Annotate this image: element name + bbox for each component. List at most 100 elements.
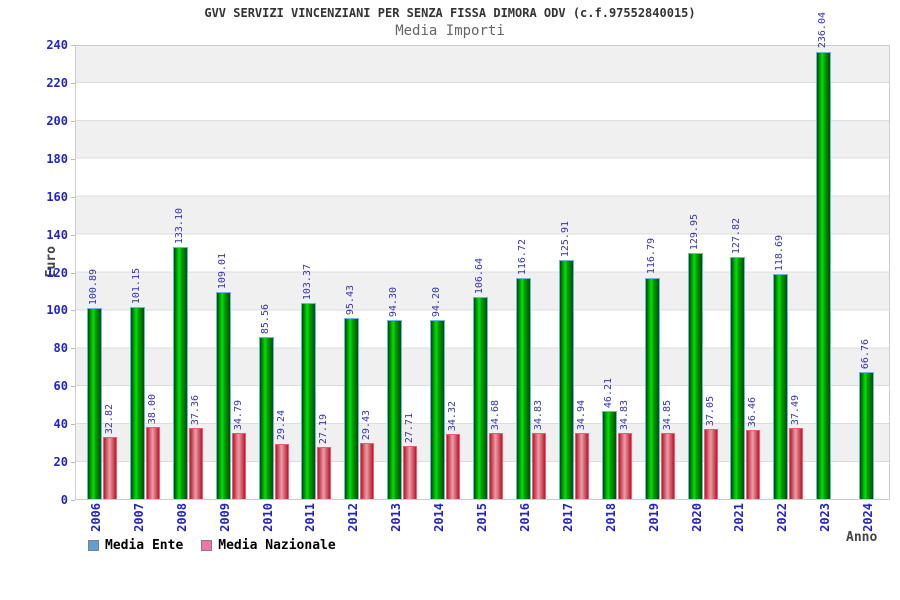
bar-value-label-media-nazionale-2006: 32.82 [104, 403, 115, 434]
x-axis-title: Anno [846, 530, 878, 545]
y-tick-label-60: 60 [53, 379, 68, 394]
year-group-2006: 100.89 32.82 [76, 46, 119, 499]
bar-media-nazionale-2016 [531, 432, 546, 499]
bar-value-label-media-ente-2014: 94.20 [431, 287, 443, 318]
bar-media-nazionale-2018 [617, 432, 632, 499]
bar-media-nazionale-2022 [789, 427, 804, 499]
y-tick-label-140: 140 [46, 227, 68, 242]
bar-value-label-media-ente-2022: 118.69 [774, 234, 786, 271]
x-tick-label-2011: 2011 [303, 503, 318, 532]
bar-value-label-media-ente-2021: 127.82 [731, 217, 743, 254]
bar-value-label-media-nazionale-2021: 36.46 [747, 396, 759, 427]
bar-media-nazionale-2007 [145, 426, 160, 499]
y-tick-label-220: 220 [46, 75, 68, 90]
bar-value-label-media-nazionale-2013: 27.71 [404, 413, 416, 444]
x-tick-label-2015: 2015 [475, 503, 490, 532]
year-group-2017: 125.91 34.94 [548, 46, 591, 499]
x-tick-label-2018: 2018 [603, 503, 618, 532]
legend-label-media-ente: Media Ente [105, 538, 184, 553]
legend-swatch-media-ente-icon [88, 540, 99, 551]
x-tick-label-2007: 2007 [131, 503, 146, 532]
bar-value-label-media-ente-2007: 101.15 [130, 268, 142, 305]
x-tick-label-2016: 2016 [517, 503, 532, 532]
bar-media-ente-2023 [816, 51, 832, 499]
x-tick-label-2006: 2006 [89, 503, 103, 532]
bar-media-ente-2013 [387, 320, 403, 499]
y-tick-label-100: 100 [46, 303, 68, 318]
bar-value-label-media-ente-2012: 95.43 [345, 284, 357, 316]
bar-media-ente-2021 [730, 256, 746, 499]
year-group-2019: 116.79 34.85 [634, 46, 677, 499]
bar-media-ente-2014 [430, 320, 446, 499]
y-tick-label-240: 240 [46, 38, 68, 52]
bar-value-label-media-nazionale-2018: 34.83 [618, 399, 630, 430]
x-tick-label-2014: 2014 [432, 503, 447, 532]
y-tick-mark [71, 500, 75, 501]
bar-media-ente-2008 [172, 246, 188, 499]
y-tick-label-180: 180 [46, 151, 68, 166]
bar-media-ente-2019 [644, 277, 660, 499]
y-tick-label-40: 40 [53, 417, 68, 432]
y-tick-label-200: 200 [46, 113, 68, 128]
bar-media-ente-2006 [87, 307, 102, 499]
bar-media-nazionale-2011 [317, 447, 332, 499]
chart-title: GVV SERVIZI VINCENZIANI PER SENZA FISSA … [204, 6, 696, 20]
bar-value-label-media-ente-2011: 103.37 [302, 263, 314, 301]
bar-value-label-media-ente-2010: 85.56 [259, 303, 271, 334]
y-tick-label-160: 160 [46, 189, 68, 204]
x-tick-label-2023: 2023 [818, 503, 833, 532]
bar-value-label-media-ente-2006: 100.89 [88, 268, 99, 305]
bar-media-ente-2010 [258, 336, 274, 499]
bar-value-label-media-nazionale-2012: 29.43 [361, 410, 373, 441]
bar-value-label-media-nazionale-2007: 38.00 [146, 393, 158, 424]
x-tick-label-2012: 2012 [346, 503, 361, 532]
bar-value-label-media-ente-2008: 133.10 [173, 207, 185, 244]
y-tick-label-80: 80 [53, 341, 68, 356]
y-tick-label-20: 20 [53, 455, 68, 470]
bar-media-ente-2016 [515, 277, 531, 499]
year-group-2007: 101.15 38.00 [119, 46, 162, 499]
x-tick-label-2008: 2008 [174, 503, 189, 532]
x-tick-label-2022: 2022 [775, 503, 790, 532]
x-tick-label-2024: 2024 [861, 503, 876, 532]
bar-value-label-media-nazionale-2009: 34.79 [232, 399, 244, 431]
year-group-2013: 94.30 27.71 [376, 46, 419, 499]
bar-value-label-media-nazionale-2022: 37.49 [790, 394, 802, 425]
bar-media-ente-2007 [129, 307, 145, 499]
legend: Media Ente Media Nazionale [88, 538, 336, 553]
bar-value-label-media-nazionale-2017: 34.94 [575, 399, 587, 430]
bar-value-label-media-ente-2015: 106.64 [474, 257, 486, 294]
x-tick-label-2021: 2021 [732, 503, 747, 532]
year-group-2010: 85.56 29.24 [248, 46, 291, 499]
year-group-2011: 103.37 27.19 [290, 46, 333, 499]
year-group-2016: 116.72 34.83 [505, 46, 548, 499]
bar-value-label-media-ente-2019: 116.79 [645, 238, 657, 275]
bar-media-ente-2011 [301, 303, 317, 499]
bar-media-nazionale-2017 [574, 432, 589, 499]
x-tick-label-2019: 2019 [646, 503, 661, 532]
bar-value-label-media-ente-2018: 46.21 [602, 378, 614, 409]
bar-media-ente-2020 [687, 252, 703, 499]
bar-value-label-media-nazionale-2020: 37.05 [704, 395, 716, 426]
year-group-2022: 118.69 37.49 [762, 46, 805, 499]
bar-value-label-media-nazionale-2010: 29.24 [275, 410, 287, 441]
bar-value-label-media-nazionale-2014: 34.32 [447, 400, 459, 431]
bar-media-ente-2017 [558, 260, 574, 499]
bar-media-nazionale-2020 [703, 428, 718, 499]
bar-media-nazionale-2010 [274, 443, 289, 499]
bar-media-nazionale-2021 [746, 429, 761, 499]
bar-media-nazionale-2014 [446, 433, 461, 499]
bar-value-label-media-nazionale-2019: 34.85 [661, 399, 673, 430]
bar-value-label-media-ente-2017: 125.91 [559, 221, 571, 258]
bar-value-label-media-nazionale-2015: 34.68 [490, 400, 502, 431]
bar-media-ente-2024 [859, 372, 875, 499]
bar-value-label-media-nazionale-2011: 27.19 [318, 414, 330, 445]
year-group-2021: 127.82 36.46 [719, 46, 762, 499]
year-group-2012: 95.43 29.43 [333, 46, 376, 499]
year-group-2015: 106.64 34.68 [462, 46, 505, 499]
chart-subtitle: Media Importi [395, 23, 505, 39]
y-axis-title: Euro [44, 246, 59, 278]
year-group-2009: 109.01 34.79 [205, 46, 248, 499]
year-group-2008: 133.10 37.36 [162, 46, 205, 499]
bar-media-nazionale-2015 [489, 433, 504, 499]
